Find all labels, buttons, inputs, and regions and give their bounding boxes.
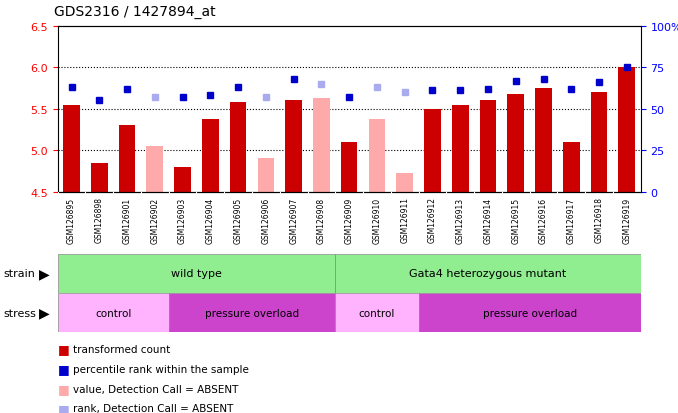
Bar	[58, 293, 169, 332]
Text: GSM126895: GSM126895	[67, 197, 76, 243]
Bar	[418, 293, 641, 332]
Text: pressure overload: pressure overload	[483, 308, 577, 318]
Bar	[258, 159, 274, 192]
Bar	[618, 68, 635, 192]
Text: GSM126916: GSM126916	[539, 197, 548, 243]
Text: GSM126918: GSM126918	[595, 197, 603, 243]
Bar	[285, 101, 302, 192]
Text: GSM126919: GSM126919	[622, 197, 631, 243]
Text: GSM126915: GSM126915	[511, 197, 520, 243]
Text: pressure overload: pressure overload	[205, 308, 299, 318]
Text: ■: ■	[58, 342, 69, 356]
Bar	[479, 101, 496, 192]
Text: GSM126898: GSM126898	[95, 197, 104, 243]
Text: GSM126907: GSM126907	[289, 197, 298, 243]
Bar	[174, 167, 191, 192]
Text: ■: ■	[58, 382, 69, 395]
Text: ■: ■	[58, 362, 69, 375]
Bar	[424, 109, 441, 192]
Text: ▶: ▶	[39, 306, 50, 320]
Text: ■: ■	[58, 402, 69, 413]
Bar	[507, 95, 524, 192]
Bar	[397, 174, 413, 192]
Bar	[591, 93, 607, 192]
Bar	[336, 254, 641, 293]
Bar	[535, 89, 552, 192]
Bar	[313, 99, 330, 192]
Bar	[369, 120, 385, 192]
Bar	[169, 293, 336, 332]
Text: GSM126914: GSM126914	[483, 197, 492, 243]
Text: GSM126913: GSM126913	[456, 197, 464, 243]
Bar	[336, 293, 418, 332]
Bar	[452, 105, 468, 192]
Bar	[91, 163, 108, 192]
Text: GSM126908: GSM126908	[317, 197, 326, 243]
Text: wild type: wild type	[171, 268, 222, 279]
Text: GSM126901: GSM126901	[123, 197, 132, 243]
Bar	[58, 254, 336, 293]
Text: strain: strain	[3, 268, 35, 279]
Text: percentile rank within the sample: percentile rank within the sample	[73, 364, 248, 374]
Bar	[146, 147, 163, 192]
Text: GDS2316 / 1427894_at: GDS2316 / 1427894_at	[54, 5, 216, 19]
Bar	[341, 142, 357, 192]
Text: control: control	[95, 308, 132, 318]
Text: transformed count: transformed count	[73, 344, 170, 354]
Text: GSM126912: GSM126912	[428, 197, 437, 243]
Bar	[563, 142, 580, 192]
Bar	[119, 126, 136, 192]
Text: stress: stress	[3, 308, 36, 318]
Text: GSM126905: GSM126905	[234, 197, 243, 243]
Text: GSM126917: GSM126917	[567, 197, 576, 243]
Text: GSM126904: GSM126904	[206, 197, 215, 243]
Text: rank, Detection Call = ABSENT: rank, Detection Call = ABSENT	[73, 404, 233, 413]
Text: GSM126906: GSM126906	[262, 197, 271, 243]
Text: GSM126911: GSM126911	[400, 197, 410, 243]
Bar	[230, 103, 246, 192]
Bar	[63, 105, 80, 192]
Text: control: control	[359, 308, 395, 318]
Text: Gata4 heterozygous mutant: Gata4 heterozygous mutant	[410, 268, 567, 279]
Text: GSM126902: GSM126902	[151, 197, 159, 243]
Text: ▶: ▶	[39, 267, 50, 280]
Text: GSM126903: GSM126903	[178, 197, 187, 243]
Text: GSM126910: GSM126910	[372, 197, 382, 243]
Text: GSM126909: GSM126909	[344, 197, 354, 243]
Text: value, Detection Call = ABSENT: value, Detection Call = ABSENT	[73, 384, 238, 394]
Bar	[202, 120, 219, 192]
